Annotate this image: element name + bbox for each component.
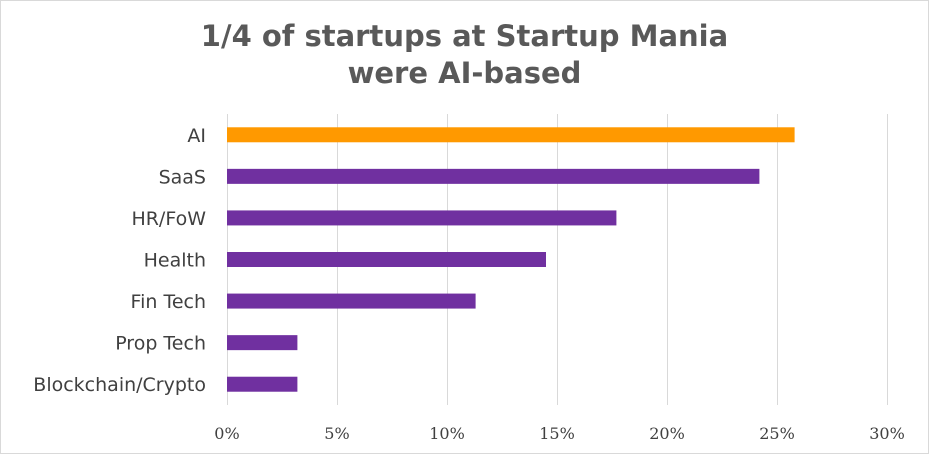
x-tick-label: 15% (539, 424, 575, 443)
chart-title-line-1: 1/4 of startups at Startup Mania (200, 19, 729, 53)
x-tick-label: 0% (214, 424, 239, 443)
category-label: Blockchain/Crypto (33, 374, 206, 396)
bar-saas (227, 168, 760, 184)
category-label: Prop Tech (115, 333, 206, 355)
category-label: Fin Tech (131, 291, 206, 313)
category-label: HR/FoW (131, 208, 206, 230)
x-tick-label: 30% (869, 424, 905, 443)
chart-title: 1/4 of startups at Startup Mania were AI… (0, 18, 929, 92)
bar-health (227, 252, 546, 267)
bars (227, 127, 795, 392)
x-tick-label: 10% (429, 424, 465, 443)
bar-fin-tech (227, 293, 476, 309)
category-label: Health (144, 250, 206, 272)
category-labels: AI SaaS HR/FoW Health Fin Tech Prop Tech Block… (33, 125, 206, 396)
category-label: AI (187, 125, 206, 147)
x-tick-label: 5% (324, 424, 349, 443)
x-tick-labels: 0% 5% 10% 15% 20% 25% 30% (214, 424, 904, 443)
x-tick-label: 25% (759, 424, 795, 443)
bar-prop-tech (227, 335, 298, 351)
bar-hr-fow (227, 210, 617, 226)
category-label: SaaS (159, 166, 206, 188)
x-tick-label: 20% (649, 424, 685, 443)
chart-title-line-2: were AI-based (347, 56, 582, 90)
bar-ai (227, 127, 795, 143)
bar-blockchain-crypto (227, 376, 298, 392)
